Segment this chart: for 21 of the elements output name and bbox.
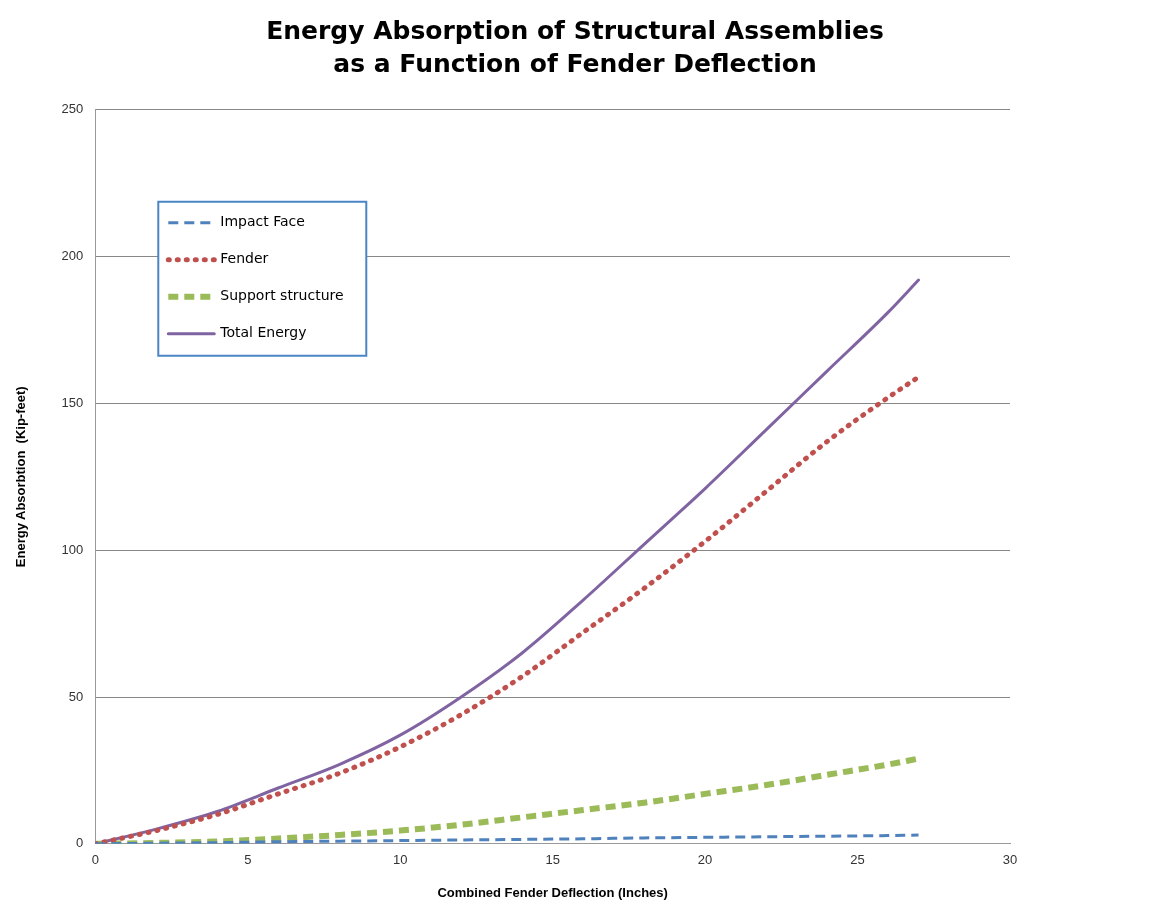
x-tick-label: 5 [244, 852, 252, 868]
x-tick-label: 25 [850, 852, 865, 868]
x-tick-label: 10 [392, 852, 408, 868]
x-tick-label: 0 [91, 852, 99, 868]
chart-title: Energy Absorption of Structural Assemblies as a Function of Fender Deflection [265, 15, 885, 80]
y-axis-title: Energy Absorbtion (Kip-feet) [13, 386, 29, 568]
y-tick-label: 200 [61, 248, 84, 264]
y-tick-label: 50 [68, 688, 84, 704]
x-tick-label: 15 [545, 852, 560, 868]
x-tick-label: 30 [1002, 852, 1018, 868]
x-axis-title: Combined Fender Deflection (Inches) [437, 884, 668, 900]
legend-label: Total Energy [219, 324, 307, 341]
legend-label: Impact Face [220, 213, 305, 230]
y-tick-label: 250 [61, 101, 84, 117]
y-tick-label: 100 [61, 541, 84, 557]
x-tick-label: 20 [697, 852, 713, 868]
y-tick-label: 150 [61, 394, 84, 410]
legend-label: Fender [220, 250, 269, 267]
y-tick-label: 0 [76, 835, 84, 851]
legend-label: Support structure [220, 287, 344, 304]
line-series [95, 833, 921, 844]
